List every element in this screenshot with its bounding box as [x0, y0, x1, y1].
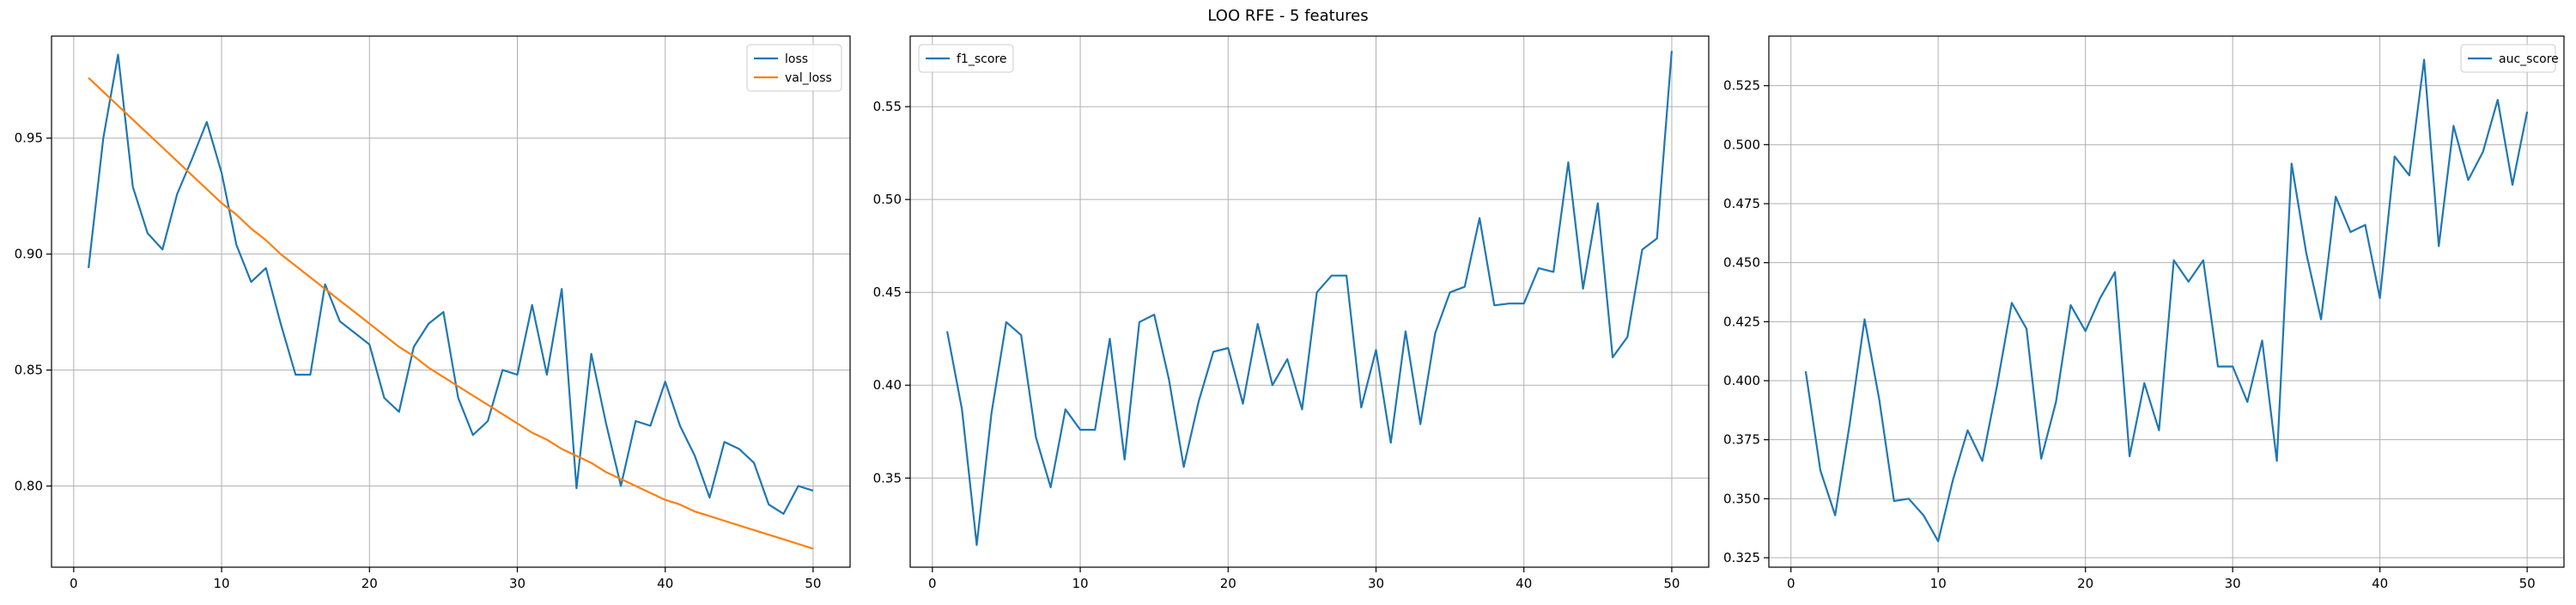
- chart-2-xtick-label: 50: [1663, 576, 1680, 591]
- chart-1-legend: loss val_loss: [746, 44, 842, 92]
- chart-1-xtick-label: 20: [361, 576, 378, 591]
- chart-3-xtick-label: 0: [1787, 576, 1795, 591]
- chart-1-xtick-label: 0: [70, 576, 78, 591]
- figure-title: LOO RFE - 5 features: [1207, 7, 1369, 25]
- chart-2-xtick-label: 0: [928, 576, 937, 591]
- chart-3-xtick-label: 50: [2519, 576, 2536, 591]
- chart-3-ytick-label: 0.500: [1723, 137, 1760, 152]
- chart-2-ytick-label: 0.50: [873, 192, 902, 207]
- chart-2-axes-frame: [909, 35, 1710, 568]
- chart-1-legend-box: [746, 44, 842, 92]
- chart-1-xtick-label: 30: [509, 576, 526, 591]
- chart-1-series-loss: [88, 53, 814, 516]
- chart-1-ytick-label: 0.90: [15, 247, 43, 262]
- chart-1-ytick-label: 0.85: [15, 363, 43, 378]
- chart-3-axes-frame: [1768, 35, 2565, 568]
- chart-2: 0 10 20 30 40 50 0.35 0.40 0.45 0.50 0.55 f1_score: [873, 35, 1710, 591]
- chart-2-xtick-label: 10: [1072, 576, 1089, 591]
- chart-3-ytick-label: 0.475: [1723, 196, 1760, 211]
- chart-3-series-auc_score: [1804, 58, 2529, 542]
- chart-1-axes-frame: [51, 35, 851, 568]
- chart-2-xtick-label: 30: [1368, 576, 1384, 591]
- chart-3-ytick-label: 0.350: [1723, 491, 1760, 506]
- chart-1-legend-label-loss: loss: [785, 52, 808, 66]
- chart-1-xtick-label: 10: [214, 576, 230, 591]
- chart-3-ytick-label: 0.450: [1723, 255, 1760, 271]
- chart-1-series-val_loss: [88, 76, 814, 550]
- chart-1-legend-label-val_loss: val_loss: [785, 71, 832, 85]
- chart-3-xtick-label: 40: [2372, 576, 2388, 591]
- chart-3-ytick-label: 0.525: [1723, 78, 1760, 94]
- chart-1-ytick-label: 0.95: [15, 131, 43, 146]
- chart-3-legend-label-auc_score: auc_score: [2499, 52, 2559, 66]
- chart-3-ytick-label: 0.400: [1723, 373, 1760, 388]
- chart-3-xtick-label: 10: [1930, 576, 1947, 591]
- chart-2-xtick-label: 20: [1220, 576, 1236, 591]
- chart-2-ytick-label: 0.55: [873, 99, 902, 114]
- chart-2-ytick-label: 0.45: [873, 284, 902, 300]
- chart-3-ytick-label: 0.325: [1723, 550, 1760, 565]
- chart-1: 0 10 20 30 40 50 0.80 0.85 0.90 0.95 loss val_loss: [15, 35, 851, 591]
- chart-3-ytick-label: 0.375: [1723, 432, 1760, 448]
- chart-3-xtick-label: 30: [2225, 576, 2241, 591]
- chart-2-legend-label-f1_score: f1_score: [957, 52, 1006, 66]
- chart-1-ytick-label: 0.80: [15, 479, 43, 494]
- chart-1-xtick-label: 50: [805, 576, 821, 591]
- chart-2-legend-box: [918, 44, 1014, 73]
- chart-3-xtick-label: 20: [2077, 576, 2093, 591]
- chart-3-legend: auc_score: [2460, 44, 2559, 73]
- chart-1-xtick-label: 40: [657, 576, 673, 591]
- chart-3-legend-box: [2460, 44, 2556, 73]
- chart-2-series-f1_score: [946, 51, 1673, 547]
- chart-2-xtick-label: 40: [1516, 576, 1532, 591]
- chart-2-ytick-label: 0.40: [873, 377, 902, 393]
- chart-3-ytick-label: 0.425: [1723, 314, 1760, 329]
- chart-2-legend: f1_score: [918, 44, 1014, 73]
- chart-2-ytick-label: 0.35: [873, 470, 902, 486]
- chart-3: 0 10 20 30 40 50 0.325 0.350 0.375 0.400 0.425 0.45…: [1723, 35, 2565, 591]
